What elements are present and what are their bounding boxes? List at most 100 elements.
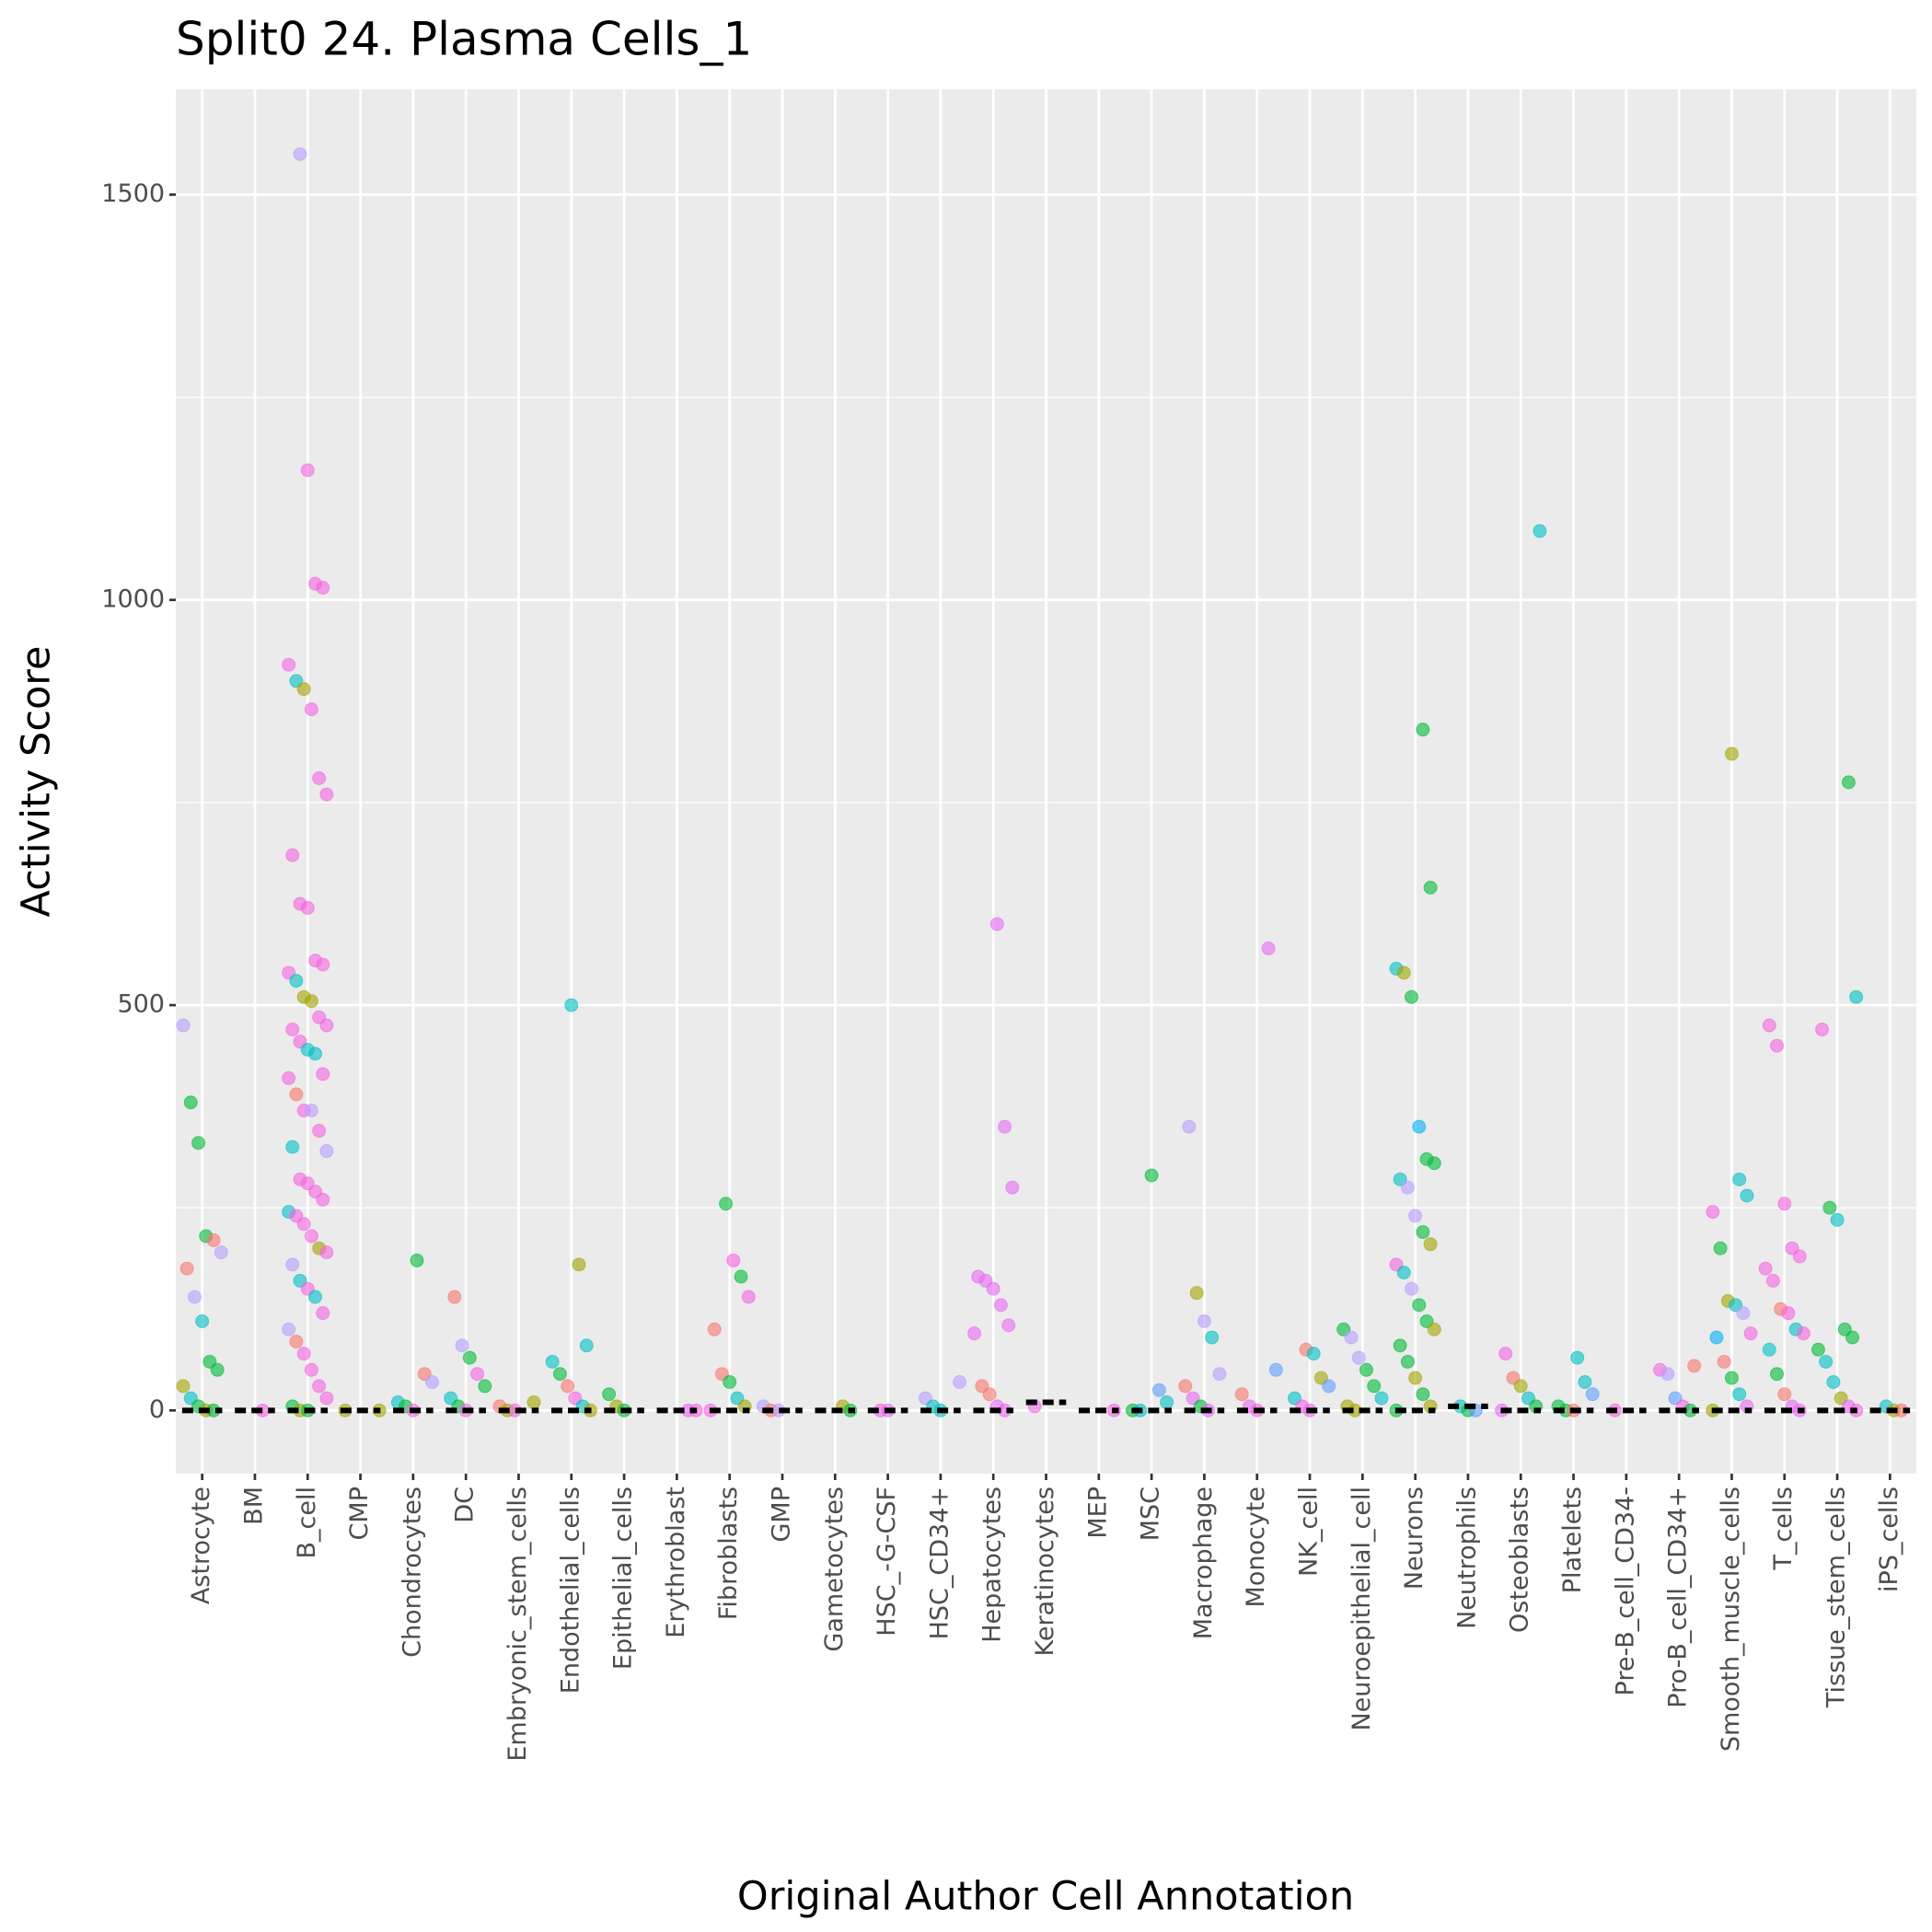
point — [1849, 989, 1864, 1004]
point — [986, 1281, 1001, 1296]
point — [1533, 524, 1547, 538]
point — [982, 1387, 997, 1402]
x-tick-label: Neurons — [1400, 1487, 1429, 1590]
point — [1351, 1350, 1366, 1365]
point — [1234, 1387, 1249, 1402]
point — [552, 1367, 567, 1382]
point — [1178, 1379, 1193, 1394]
point — [1585, 1387, 1600, 1402]
x-tick-label: Pro-B_cell_CD34+ — [1664, 1487, 1693, 1708]
point — [285, 1257, 300, 1272]
point — [282, 657, 296, 672]
x-tick-label: Monocyte — [1242, 1487, 1270, 1607]
point — [1359, 1362, 1373, 1377]
point — [304, 702, 318, 717]
point — [1841, 775, 1856, 790]
point — [734, 1269, 748, 1284]
x-tick-label: NK_cell — [1295, 1487, 1324, 1577]
point — [1423, 880, 1438, 895]
point — [210, 1362, 225, 1377]
point — [1416, 1387, 1430, 1402]
point — [300, 900, 315, 915]
point — [319, 1391, 334, 1406]
point — [285, 848, 300, 862]
point — [1374, 1391, 1389, 1406]
point — [1400, 1354, 1415, 1369]
point — [1160, 1395, 1174, 1410]
point — [1408, 1209, 1423, 1223]
x-tick-label: GMP — [767, 1487, 795, 1543]
x-tick-label: Gametocytes — [820, 1487, 849, 1652]
point — [296, 1217, 311, 1232]
point — [1404, 989, 1418, 1004]
y-tick-label: 1500 — [101, 179, 165, 208]
point — [998, 1119, 1012, 1134]
y-axis-title: Activity Score — [14, 646, 60, 918]
x-tick-label: Hepatocytes — [978, 1487, 1007, 1643]
x-tick-label: Pre-B_cell_CD34- — [1611, 1487, 1639, 1695]
x-tick-label: B_cell — [293, 1487, 321, 1558]
point — [410, 1253, 424, 1267]
x-tick-label: BM — [239, 1487, 268, 1525]
x-tick-label: MEP — [1083, 1487, 1112, 1539]
point — [741, 1290, 756, 1304]
point — [179, 1261, 194, 1276]
point — [967, 1326, 982, 1341]
x-tick-label: Chondrocytes — [398, 1487, 426, 1658]
x-tick-label: Fibroblasts — [714, 1487, 743, 1620]
point — [723, 1374, 737, 1389]
x-tick-label: iPS_cells — [1875, 1487, 1903, 1592]
point — [296, 1347, 311, 1361]
point — [1724, 1371, 1739, 1385]
x-tick-label: HSC_CD34+ — [925, 1487, 954, 1639]
point — [478, 1379, 492, 1394]
point — [989, 917, 1004, 931]
x-tick-label: T_cells — [1769, 1487, 1798, 1571]
x-tick-label: Keratinocytes — [1031, 1487, 1059, 1656]
point — [319, 1144, 334, 1159]
point — [195, 1313, 210, 1328]
point — [296, 682, 311, 697]
x-tick-label: MSC — [1137, 1487, 1165, 1541]
point — [1819, 1354, 1834, 1369]
point — [1367, 1379, 1382, 1394]
point — [1769, 1367, 1784, 1382]
point — [1769, 1038, 1784, 1053]
point — [1197, 1313, 1211, 1328]
point — [1182, 1119, 1197, 1134]
point — [312, 1124, 327, 1139]
x-tick-label: Tissue_stem_cells — [1822, 1487, 1851, 1708]
point — [1151, 1382, 1166, 1397]
point — [1498, 1347, 1513, 1361]
point — [1792, 1249, 1807, 1264]
point — [293, 146, 307, 161]
point — [1144, 1168, 1159, 1183]
point — [564, 998, 579, 1012]
point — [1412, 1298, 1427, 1313]
point — [526, 1395, 541, 1410]
point — [1416, 723, 1430, 737]
point — [289, 1334, 304, 1348]
point — [1736, 1306, 1751, 1321]
point — [470, 1367, 485, 1382]
y-tick-label: 0 — [149, 1395, 165, 1424]
point — [319, 1018, 334, 1033]
x-tick-label: Erythroblast — [662, 1487, 690, 1638]
point — [1344, 1330, 1359, 1345]
point — [304, 1104, 318, 1118]
point — [1005, 1180, 1020, 1195]
point — [176, 1379, 191, 1394]
point — [1268, 1362, 1283, 1377]
point — [1427, 1322, 1441, 1336]
point — [285, 1140, 300, 1154]
point — [1709, 1330, 1724, 1345]
point — [1396, 966, 1411, 980]
point — [1826, 1374, 1841, 1389]
point — [707, 1322, 722, 1336]
chart-title: Split0 24. Plasma Cells_1 — [176, 13, 752, 66]
point — [312, 1379, 327, 1394]
x-tick-label: Smooth_muscle_cells — [1717, 1487, 1745, 1752]
point — [1306, 1347, 1321, 1361]
point — [1706, 1205, 1720, 1220]
point — [1322, 1379, 1336, 1394]
